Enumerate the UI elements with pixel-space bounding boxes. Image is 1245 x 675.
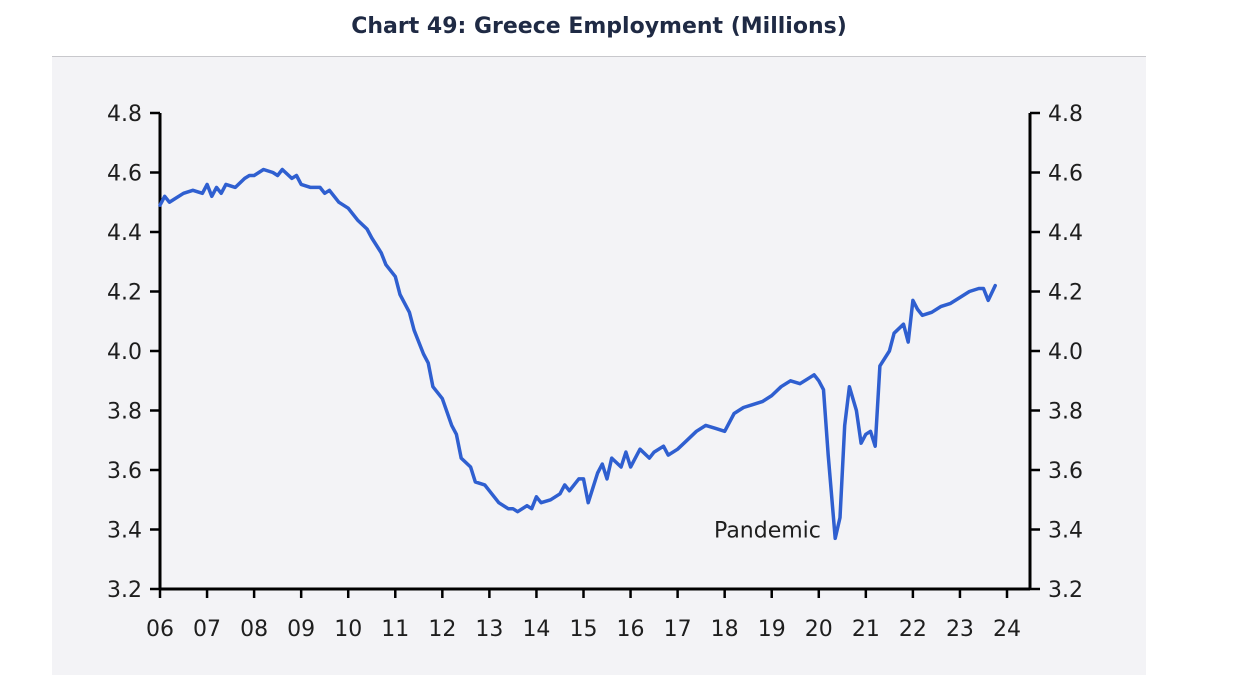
y-tick-label-right: 3.6: [1048, 459, 1083, 484]
y-tick-label-right: 3.8: [1048, 400, 1083, 425]
x-tick-label: 12: [428, 617, 456, 642]
x-tick-label: 23: [946, 617, 974, 642]
x-tick-label: 14: [522, 617, 550, 642]
x-tick-label: 07: [193, 617, 221, 642]
y-tick-label-right: 3.4: [1048, 519, 1083, 544]
y-tick-label-right: 4.0: [1048, 340, 1083, 365]
x-tick-label: 22: [899, 617, 927, 642]
y-tick-label-right: 3.2: [1048, 578, 1083, 603]
x-tick-label: 11: [381, 617, 409, 642]
x-tick-label: 09: [287, 617, 315, 642]
y-tick-label-right: 4.6: [1048, 162, 1083, 187]
title-divider: [52, 56, 1146, 57]
y-tick-label-right: 4.4: [1048, 221, 1083, 246]
y-tick-label-left: 4.6: [107, 162, 142, 187]
x-tick-label: 06: [146, 617, 174, 642]
axes: [158, 113, 1032, 591]
series-line: [158, 167, 997, 541]
x-tick-label: 20: [805, 617, 833, 642]
y-tick-label-right: 4.2: [1048, 281, 1083, 306]
y-tick-label-right: 4.8: [1048, 102, 1083, 127]
y-tick-label-left: 4.0: [107, 340, 142, 365]
y-tick-label-left: 3.6: [107, 459, 142, 484]
x-tick-label: 21: [852, 617, 880, 642]
annotation-label: Pandemic: [714, 518, 821, 543]
y-tick-label-left: 4.2: [107, 281, 142, 306]
y-tick-label-left: 4.8: [107, 102, 142, 127]
chart-panel: [52, 57, 1146, 675]
x-tick-label: 18: [711, 617, 739, 642]
x-tick-label: 13: [475, 617, 503, 642]
x-tick-label: 17: [664, 617, 692, 642]
y-tick-label-left: 3.8: [107, 400, 142, 425]
y-tick-label-left: 3.4: [107, 519, 142, 544]
y-tick-label-left: 4.4: [107, 221, 142, 246]
x-tick-label: 16: [617, 617, 645, 642]
y-tick-label-left: 3.2: [107, 578, 142, 603]
chart-title: Chart 49: Greece Employment (Millions): [351, 14, 847, 39]
x-tick-label: 10: [334, 617, 362, 642]
x-tick-label: 24: [993, 617, 1021, 642]
x-tick-label: 08: [240, 617, 268, 642]
x-tick-label: 15: [570, 617, 598, 642]
x-tick-label: 19: [758, 617, 786, 642]
series-layer: [158, 167, 997, 541]
ticks: 3.2 3.2 3.4 3.4 3.6 3.6 3.8 3.8 4.0 4.0 4.2 4.2 4.4 4…: [107, 102, 1083, 642]
annotations: Pandemic: [714, 518, 821, 543]
